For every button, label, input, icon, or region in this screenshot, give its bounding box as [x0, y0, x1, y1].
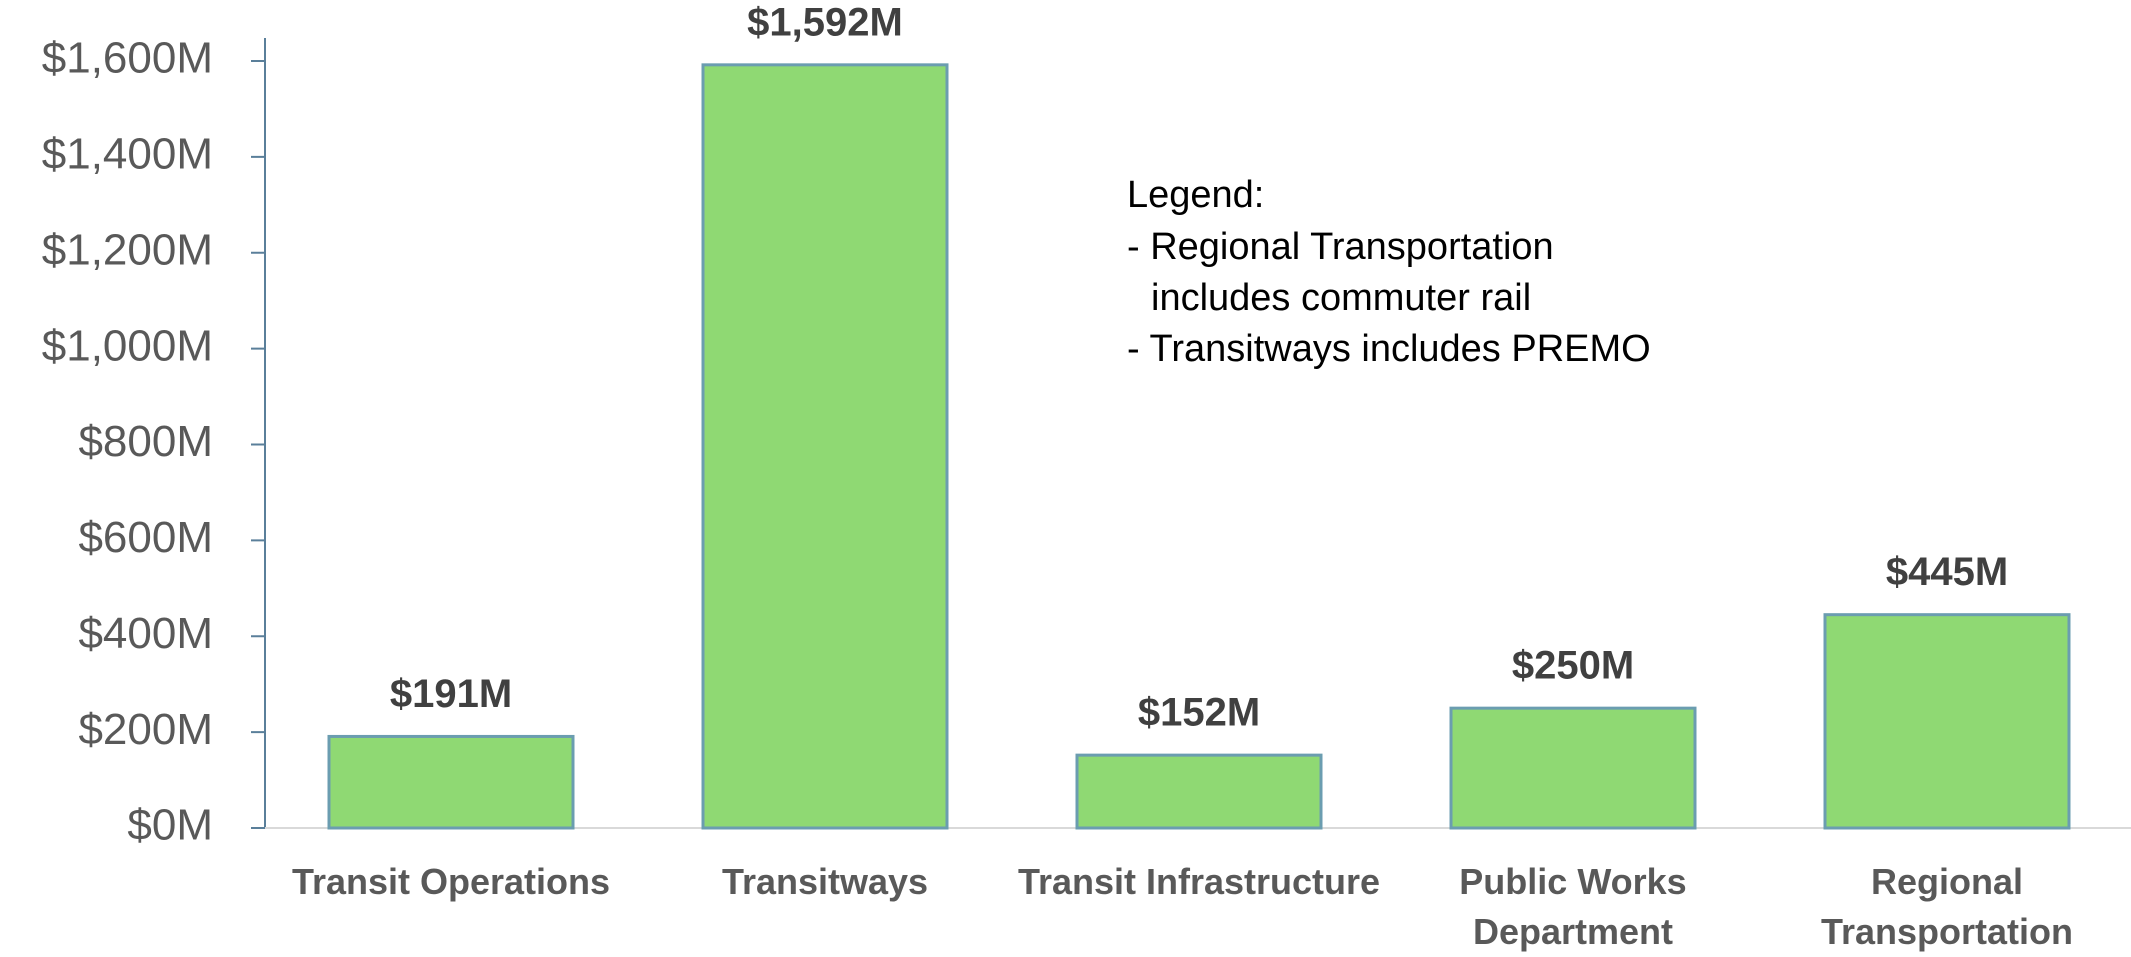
x-tick-label: Transitways: [721, 861, 929, 902]
x-tick-label: Transit Infrastructure: [1017, 861, 1381, 902]
y-tick-label: $400M: [78, 609, 213, 658]
value-label: $250M: [1512, 644, 1634, 688]
y-tick-label: $1,600M: [42, 34, 213, 83]
annotation: Legend:: [1127, 174, 1265, 216]
bar: [1823, 613, 2071, 830]
value-label: $445M: [1886, 550, 2008, 594]
y-tick-label: $1,200M: [42, 225, 213, 274]
y-tick-label: $1,400M: [42, 130, 213, 179]
bar: [701, 63, 949, 830]
bar: [1449, 706, 1697, 830]
value-label: $1,592M: [747, 0, 903, 44]
y-tick-label: $0M: [127, 801, 213, 850]
y-tick-label: $600M: [78, 513, 213, 562]
annotation: - Regional Transportation includes commu…: [1127, 226, 1554, 319]
value-label: $152M: [1138, 691, 1260, 735]
y-tick-label: $200M: [78, 705, 213, 754]
annotation: - Transitways includes PREMO: [1127, 328, 1651, 370]
x-tick-label: Regional Transportation: [1820, 861, 2074, 952]
bar: [1075, 753, 1323, 830]
x-tick-label: Transit Operations: [291, 861, 611, 902]
y-tick-label: $800M: [78, 417, 213, 466]
value-label: $191M: [390, 672, 512, 716]
bar: [327, 734, 575, 830]
x-tick-label: Public Works Department: [1459, 861, 1687, 952]
y-tick-label: $1,000M: [42, 321, 213, 370]
